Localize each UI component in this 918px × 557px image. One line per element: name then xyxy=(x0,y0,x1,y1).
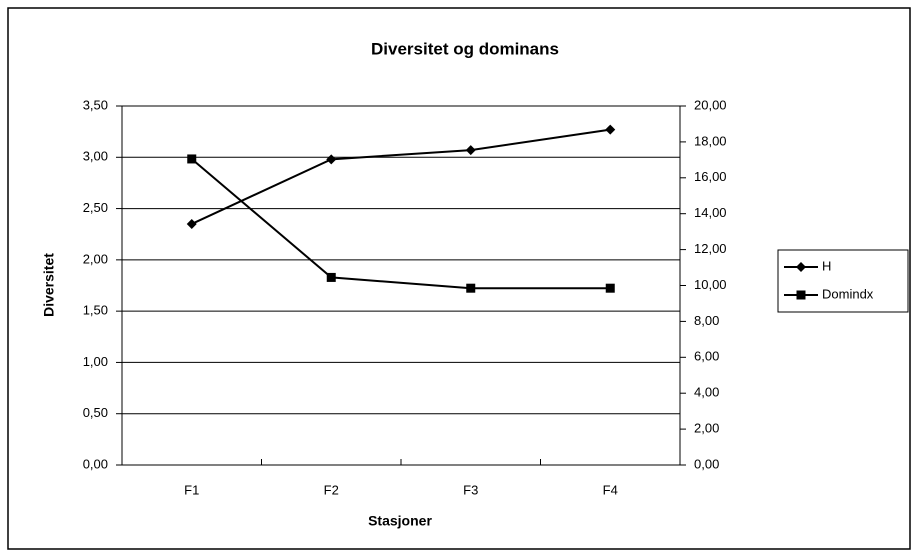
data-point xyxy=(186,218,197,229)
y-tick-label: 3,50 xyxy=(83,97,108,112)
legend-marker xyxy=(796,290,806,300)
x-tick-label: F1 xyxy=(184,482,199,497)
y2-tick-label: 8,00 xyxy=(694,313,719,328)
data-point xyxy=(326,272,336,282)
y-tick-label: 2,50 xyxy=(83,200,108,215)
legend-label: H xyxy=(822,258,831,273)
y2-tick-label: 12,00 xyxy=(694,241,727,256)
y2-tick-label: 16,00 xyxy=(694,169,727,184)
legend-label: Domindx xyxy=(822,286,874,301)
data-point xyxy=(466,283,476,293)
x-axis-title: Stasjoner xyxy=(368,513,432,529)
y2-tick-label: 2,00 xyxy=(694,421,719,436)
y-axis-title: Diversitet xyxy=(41,253,57,317)
data-point xyxy=(187,154,197,164)
y-tick-label: 3,00 xyxy=(83,149,108,164)
y-tick-label: 1,50 xyxy=(83,303,108,318)
chart-border xyxy=(7,7,911,550)
y2-tick-label: 4,00 xyxy=(694,385,719,400)
x-tick-label: F2 xyxy=(324,482,339,497)
y2-tick-label: 18,00 xyxy=(694,133,727,148)
y2-tick-label: 0,00 xyxy=(694,456,719,471)
data-point xyxy=(465,145,476,156)
y-tick-label: 0,00 xyxy=(83,456,108,471)
y2-tick-label: 10,00 xyxy=(694,277,727,292)
x-tick-label: F3 xyxy=(463,482,478,497)
y-tick-label: 1,00 xyxy=(83,354,108,369)
y2-tick-label: 6,00 xyxy=(694,349,719,364)
legend-box xyxy=(777,249,909,313)
data-point xyxy=(326,154,337,165)
chart-title: Diversitet og dominans xyxy=(371,39,559,58)
data-point xyxy=(605,124,616,135)
x-tick-label: F4 xyxy=(603,482,618,497)
legend-marker xyxy=(796,262,806,272)
y-tick-label: 0,50 xyxy=(83,405,108,420)
y-tick-label: 2,00 xyxy=(83,251,108,266)
data-point xyxy=(605,283,615,293)
series-line xyxy=(191,128,611,225)
y2-tick-label: 20,00 xyxy=(694,97,727,112)
series-line xyxy=(191,158,611,290)
y2-tick-label: 14,00 xyxy=(694,205,727,220)
